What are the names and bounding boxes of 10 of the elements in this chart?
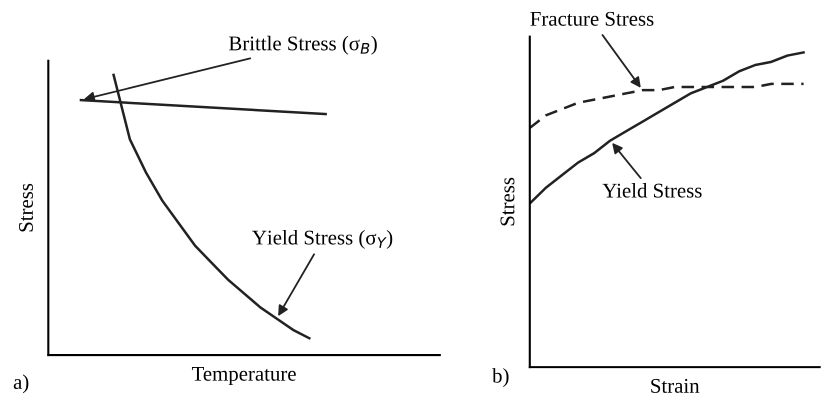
text: Brittle Stress (σ$_{B}$) bbox=[229, 36, 377, 55]
x-axis-title: Strain bbox=[651, 378, 700, 393]
x-axis-title: Temperature bbox=[192, 366, 296, 386]
text: Fracture Stress bbox=[530, 12, 654, 26]
annotation: Yield Stress (σ$_{Y}$) bbox=[252, 230, 392, 249]
y-axis-title: Stress bbox=[500, 178, 514, 226]
annotation: Yield Stress bbox=[602, 183, 702, 198]
y-axis-title: Stress bbox=[18, 184, 33, 232]
text: b) bbox=[492, 368, 509, 387]
text: a) bbox=[14, 374, 28, 394]
